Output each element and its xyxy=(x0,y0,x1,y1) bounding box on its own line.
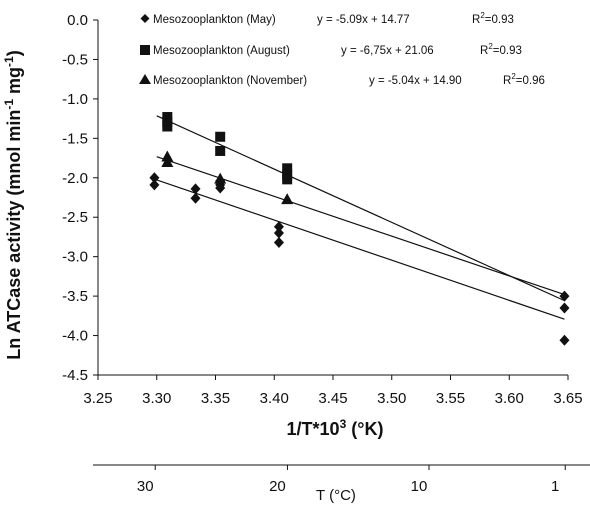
legend-equation: y = -5.04x + 14.90 xyxy=(369,75,462,87)
data-point-diamond xyxy=(559,334,570,346)
data-point-triangle xyxy=(161,156,174,167)
temperature-axis-title: T (°C) xyxy=(316,487,356,504)
legend-r2: R2=0.93 xyxy=(472,11,514,26)
data-point-diamond xyxy=(273,227,284,239)
legend-r2: R2=0.96 xyxy=(503,72,545,87)
y-tick-label: -4.0 xyxy=(62,328,88,345)
data-point-square xyxy=(282,174,293,185)
data-point-square xyxy=(215,145,226,156)
x-axis-title: 1/T*103 (°K) xyxy=(287,417,384,439)
legend-marker-diamond xyxy=(140,14,150,23)
legend-series-name: Mesozooplankton (November) xyxy=(153,75,307,87)
y-tick-label: -0.5 xyxy=(62,51,88,68)
x-tick-label: 3.45 xyxy=(318,390,347,407)
legend-marker-triangle xyxy=(139,74,151,84)
x-tick-label: 3.30 xyxy=(142,390,171,407)
data-point-square xyxy=(215,131,226,142)
y-tick-label: -1.5 xyxy=(62,130,88,147)
data-point-diamond xyxy=(190,183,201,195)
x-tick-label: 3.65 xyxy=(553,390,582,407)
data-point-diamond xyxy=(273,236,284,248)
regression-line-triangle xyxy=(156,156,565,296)
temperature-tick-label: 20 xyxy=(269,478,286,495)
data-point-diamond xyxy=(273,221,284,233)
data-point-square xyxy=(162,121,173,132)
y-axis-title: Ln ATCase activity (mnol min-1 mg-1) xyxy=(2,50,24,359)
data-point-diamond xyxy=(190,192,201,204)
data-point-triangle xyxy=(281,193,294,205)
y-tick-label: -3.0 xyxy=(62,249,88,266)
temperature-tick-label: 1 xyxy=(551,478,559,495)
x-tick-label: 3.50 xyxy=(377,390,406,407)
data-point-diamond xyxy=(559,302,570,314)
x-tick-label: 3.35 xyxy=(201,390,230,407)
y-tick-label: -2.0 xyxy=(62,170,88,187)
legend-entry-august: Mesozooplankton (August) y = -6,75x + 21… xyxy=(140,42,522,57)
temperature-tick-label: 30 xyxy=(137,478,154,495)
y-tick-label: 0.0 xyxy=(67,12,88,29)
data-point-triangle xyxy=(161,150,174,162)
data-point-triangle xyxy=(214,172,227,184)
data-point-diamond xyxy=(215,182,226,194)
data-point-diamond xyxy=(149,179,160,191)
legend-equation: y = -6,75x + 21.06 xyxy=(341,45,434,57)
legend-entry-november: Mesozooplankton (November) y = -5.04x + … xyxy=(139,72,545,87)
x-tick-label: 3.60 xyxy=(495,390,524,407)
y-tick-label: -4.5 xyxy=(62,367,88,384)
y-tick-label: -3.5 xyxy=(62,288,88,305)
data-point-diamond xyxy=(149,172,160,184)
x-tick-label: 3.55 xyxy=(436,390,465,407)
y-tick-label: -1.0 xyxy=(62,91,88,108)
legend: Mesozooplankton (May) y = -5.09x + 14.77… xyxy=(139,11,545,87)
y-tick-label: -2.5 xyxy=(62,209,88,226)
plot-marks: 0.0 -0.5 -1.0 -1.5 -2.0 -2.5 -3.0 -3.5 -4.0 -4.5 3… xyxy=(62,12,590,495)
legend-series-name: Mesozooplankton (May) xyxy=(153,14,276,26)
regression-line-square xyxy=(156,115,565,302)
legend-marker-square xyxy=(140,45,150,55)
legend-series-name: Mesozooplankton (August) xyxy=(153,45,290,57)
legend-entry-may: Mesozooplankton (May) y = -5.09x + 14.77… xyxy=(140,11,514,26)
legend-equation: y = -5.09x + 14.77 xyxy=(317,14,410,26)
x-tick-label: 3.40 xyxy=(260,390,289,407)
temperature-tick-label: 10 xyxy=(411,478,428,495)
regression-line-diamond xyxy=(156,179,565,320)
data-point-square xyxy=(282,163,293,174)
legend-r2: R2=0.93 xyxy=(480,42,522,57)
data-point-diamond xyxy=(559,290,570,302)
x-tick-label: 3.25 xyxy=(83,390,112,407)
